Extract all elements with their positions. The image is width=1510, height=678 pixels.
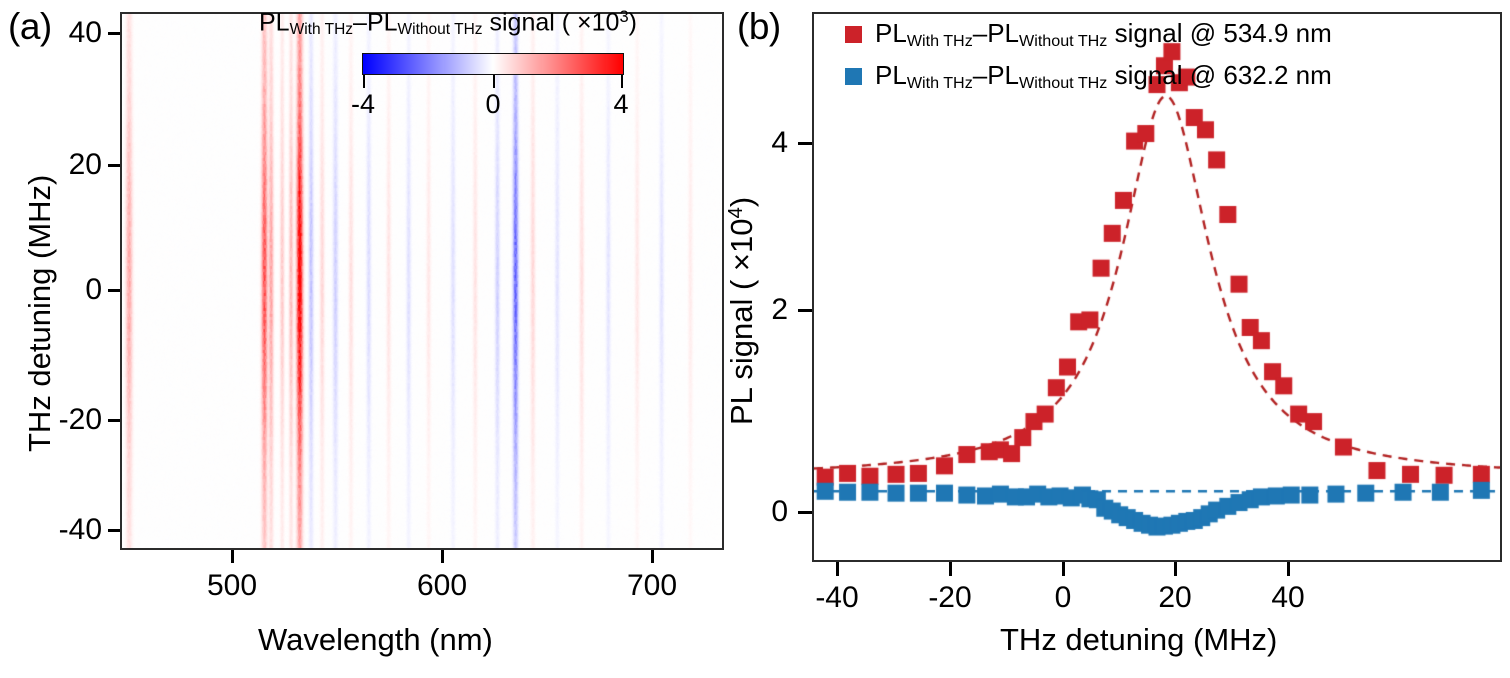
colorbar-tick-min (363, 75, 365, 88)
legend-0-minus: – (972, 18, 988, 48)
xtick-a-700 (651, 550, 654, 563)
legend-label-534: PLWith THz–PLWithout THz signal @ 534.9 … (875, 20, 1332, 49)
xtick-label-b-3: 20 (1158, 581, 1192, 614)
heatmap-canvas (122, 14, 722, 548)
legend-0-pre: PL (875, 18, 907, 48)
panel-a-xaxis-title: Wavelength (nm) (258, 622, 493, 657)
ytick-a-m20 (108, 419, 120, 422)
colorbar-label-mid: 0 (485, 89, 501, 119)
colorbar-label-min: -4 (350, 89, 375, 119)
colorbar-title-tail: signal ( ×10 (482, 8, 620, 37)
colorbar-title-minus: – (353, 8, 367, 37)
ytick-a-40 (108, 32, 120, 35)
colorbar-title-pl1: PL (259, 8, 290, 37)
legend-swatch-blue (845, 68, 862, 86)
xtick-label-b-1: -20 (928, 581, 972, 614)
xtick-a-600 (441, 550, 444, 563)
legend-entry-534: PLWith THz–PLWithout THz signal @ 534.9 … (845, 20, 1332, 49)
xtick-label-a-2: 700 (626, 569, 678, 602)
xtick-b-m40 (836, 562, 839, 576)
panel-a-yaxis-title: THz detuning (MHz) (22, 174, 57, 452)
ytick-b-2 (798, 309, 812, 312)
colorbar-gradient-box (362, 53, 624, 75)
colorbar-tick-mid (493, 75, 495, 88)
xtick-a-500 (231, 550, 234, 563)
colorbar-title-sub2: Without THz (397, 21, 483, 39)
colorbar-label-max: 4 (613, 89, 629, 119)
legend-0-sub1: With THz (906, 32, 973, 51)
xtick-b-m20 (949, 562, 952, 576)
legend-1-sub1: With THz (906, 74, 973, 93)
ytick-b-4 (798, 142, 812, 145)
ytick-label-b-0: 0 (771, 495, 788, 528)
colorbar-title-exponent: 3 (619, 8, 629, 26)
ytick-a-m40 (108, 529, 120, 532)
xtick-b-0 (1062, 562, 1065, 576)
legend-entry-632: PLWith THz–PLWithout THz signal @ 632.2 … (845, 62, 1332, 91)
xtick-b-20 (1174, 562, 1177, 576)
ytick-label-a-4: -40 (58, 513, 102, 546)
panel-a-label: (a) (8, 6, 52, 47)
colorbar-title-pl2: PL (366, 8, 398, 37)
ytick-a-20 (108, 164, 120, 167)
colorbar-canvas (363, 54, 623, 74)
xtick-label-a-1: 600 (416, 569, 468, 602)
xtick-b-40 (1287, 562, 1290, 576)
legend-1-minus: – (972, 60, 988, 90)
ytick-label-a-1: 20 (68, 148, 102, 181)
xtick-label-b-0: -40 (815, 581, 859, 614)
ytick-a-0 (108, 289, 120, 292)
ytick-label-b-4: 4 (771, 126, 788, 159)
colorbar-title-sub1: With THz (289, 21, 354, 39)
colorbar-tick-max (621, 75, 623, 88)
panel-b-xaxis-title: THz detuning (MHz) (1000, 622, 1278, 657)
colorbar-title-close: ) (628, 8, 637, 37)
ytick-label-a-3: -20 (58, 403, 102, 436)
legend-swatch-red (845, 26, 862, 44)
legend-1-sub2: Without THz (1019, 74, 1108, 93)
colorbar-title: PLWith THz–PLWithout THz signal ( ×103) (259, 8, 637, 39)
panel-a-plot-frame (120, 12, 724, 550)
ytick-b-0 (798, 511, 812, 514)
panel-b-yaxis-main: PL signal ( ×10 (724, 218, 760, 425)
panel-b-yaxis-exponent: 4 (724, 207, 747, 219)
legend-0-tail: signal @ 534.9 nm (1107, 18, 1332, 48)
xtick-label-a-0: 500 (206, 569, 258, 602)
panel-b-label: (b) (737, 6, 781, 47)
legend-1-tail: signal @ 632.2 nm (1107, 60, 1332, 90)
scatter-canvas (814, 14, 1500, 560)
ytick-label-a-0: 40 (68, 16, 102, 49)
legend-label-632: PLWith THz–PLWithout THz signal @ 632.2 … (875, 62, 1332, 91)
xtick-label-b-2: 0 (1054, 581, 1072, 614)
panel-b-yaxis-title: PL signal ( ×104) (724, 197, 760, 425)
legend-0-mid: PL (987, 18, 1020, 48)
ytick-label-a-2: 0 (85, 273, 102, 306)
legend-0-sub2: Without THz (1019, 32, 1108, 51)
legend-1-pre: PL (875, 60, 907, 90)
panel-b-plot-frame (812, 12, 1502, 562)
xtick-label-b-4: 40 (1271, 581, 1305, 614)
legend-1-mid: PL (987, 60, 1020, 90)
ytick-label-b-2: 2 (771, 293, 788, 326)
panel-b-yaxis-close: ) (724, 196, 760, 208)
